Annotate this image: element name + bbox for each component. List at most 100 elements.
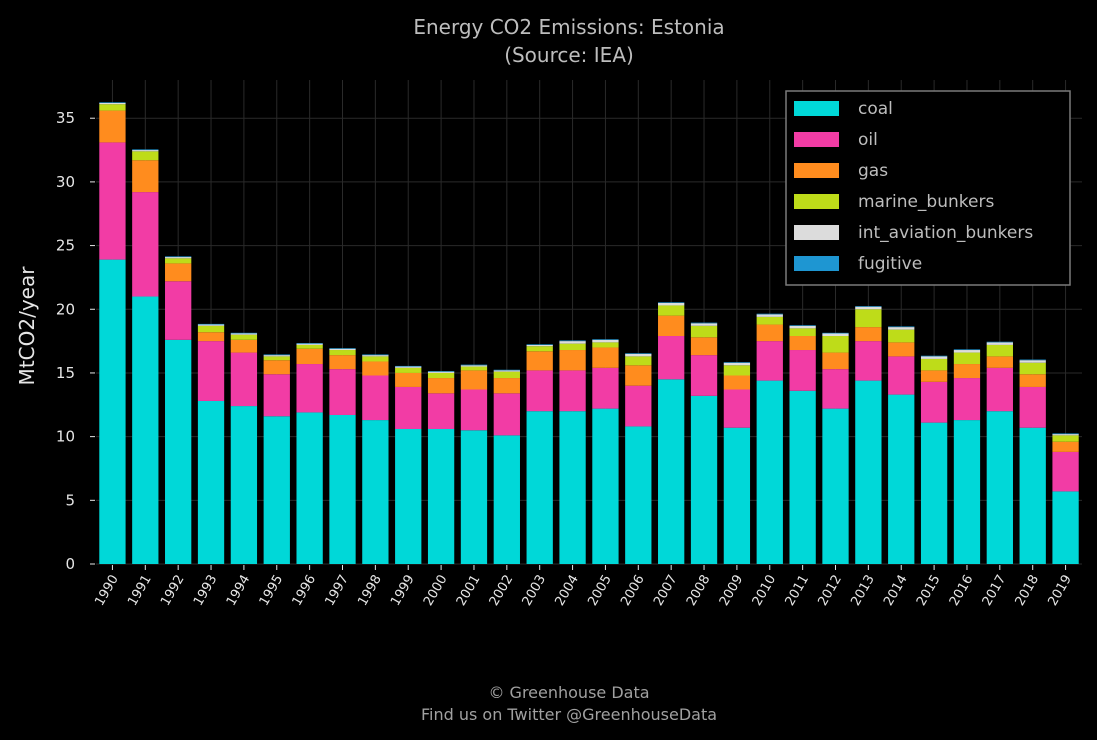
- bar-gas-2010: [756, 324, 783, 342]
- bar-int_aviation_bunkers-2009: [723, 362, 751, 366]
- bar-marine_bunkers-2012: [822, 336, 849, 353]
- y-tick-label: 15: [56, 364, 75, 382]
- bar-marine_bunkers-2018: [1019, 362, 1046, 375]
- bar-int_aviation_bunkers-2001: [460, 365, 488, 367]
- bar-oil-1990: [99, 142, 126, 260]
- y-tick-label: 10: [56, 428, 75, 446]
- bar-marine_bunkers-2015: [920, 358, 948, 371]
- bar-fugitive-2009: [723, 362, 751, 363]
- bar-marine_bunkers-1996: [296, 344, 323, 349]
- legend-label-coal: coal: [858, 99, 893, 119]
- bar-marine_bunkers-1997: [329, 350, 356, 356]
- bar-fugitive-2006: [625, 353, 652, 354]
- chart-title: Energy CO2 Emissions: Estonia: [413, 15, 724, 39]
- bar-int_aviation_bunkers-1997: [329, 348, 356, 351]
- bar-int_aviation_bunkers-2015: [920, 356, 948, 359]
- bar-int_aviation_bunkers-1995: [263, 355, 290, 357]
- bar-fugitive-2002: [493, 369, 520, 371]
- bar-oil-2010: [756, 341, 783, 381]
- legend-swatch-coal: [794, 101, 839, 116]
- footer-twitter: Find us on Twitter @GreenhouseData: [421, 705, 717, 724]
- bar-coal-2004: [559, 411, 586, 564]
- bar-oil-1997: [329, 369, 356, 415]
- bar-fugitive-1999: [395, 365, 422, 367]
- bar-fugitive-2008: [690, 322, 718, 324]
- bar-gas-2017: [986, 356, 1013, 368]
- bar-gas-1996: [296, 348, 323, 365]
- bar-coal-2012: [822, 408, 849, 564]
- bar-marine_bunkers-1991: [132, 151, 159, 161]
- bar-marine_bunkers-1998: [362, 356, 389, 362]
- bar-gas-2015: [920, 370, 948, 382]
- legend-swatch-fugitive: [794, 256, 839, 271]
- bar-marine_bunkers-1994: [230, 334, 258, 340]
- bar-oil-2000: [427, 393, 455, 429]
- bar-gas-1992: [165, 263, 192, 282]
- bar-int_aviation_bunkers-2019: [1052, 434, 1079, 436]
- bar-gas-2003: [526, 351, 553, 371]
- bar-marine_bunkers-1999: [395, 367, 422, 373]
- bar-coal-2001: [460, 430, 488, 564]
- bar-gas-1997: [329, 355, 356, 370]
- bar-oil-2013: [855, 341, 882, 381]
- footer-copyright: © Greenhouse Data: [488, 683, 649, 702]
- bar-fugitive-1996: [296, 343, 323, 344]
- bar-gas-2006: [625, 365, 652, 386]
- bar-int_aviation_bunkers-2008: [690, 323, 718, 326]
- bar-oil-1991: [132, 192, 159, 297]
- bar-marine_bunkers-2003: [526, 346, 553, 352]
- bar-coal-1993: [197, 400, 225, 564]
- bar-fugitive-2018: [1019, 359, 1046, 361]
- bar-int_aviation_bunkers-2017: [986, 342, 1013, 345]
- bar-coal-1992: [165, 339, 192, 564]
- bar-marine_bunkers-2000: [427, 372, 455, 379]
- bar-marine_bunkers-2004: [559, 343, 586, 351]
- bar-coal-2016: [953, 420, 981, 564]
- bar-marine_bunkers-2019: [1052, 435, 1079, 442]
- bar-gas-2014: [888, 342, 915, 357]
- bar-marine_bunkers-2002: [493, 371, 520, 379]
- legend-label-oil: oil: [858, 130, 878, 150]
- bar-fugitive-1992: [165, 256, 192, 258]
- bar-int_aviation_bunkers-2004: [559, 341, 586, 344]
- bar-int_aviation_bunkers-2018: [1019, 360, 1046, 363]
- bar-gas-2011: [789, 336, 816, 351]
- bar-coal-2008: [690, 395, 718, 564]
- bar-fugitive-1995: [263, 354, 290, 356]
- bar-coal-1994: [230, 406, 258, 564]
- bar-gas-2018: [1019, 374, 1046, 387]
- legend-label-fugitive: fugitive: [858, 254, 922, 274]
- bar-int_aviation_bunkers-2006: [625, 353, 652, 357]
- bar-oil-1996: [296, 364, 323, 413]
- bar-oil-1994: [230, 352, 258, 407]
- bar-marine_bunkers-1995: [263, 356, 290, 361]
- bar-fugitive-1994: [230, 332, 258, 334]
- bar-fugitive-2017: [986, 341, 1013, 343]
- bar-coal-1996: [296, 412, 323, 564]
- bar-gas-1999: [395, 372, 422, 387]
- bar-oil-2004: [559, 370, 586, 412]
- bar-fugitive-1997: [329, 348, 356, 349]
- bar-oil-2007: [658, 336, 685, 380]
- bar-fugitive-1998: [362, 354, 389, 356]
- bar-fugitive-2001: [460, 364, 488, 366]
- legend-swatch-oil: [794, 132, 839, 147]
- bar-fugitive-1990: [99, 102, 126, 103]
- bar-marine_bunkers-1990: [99, 104, 126, 111]
- legend-swatch-gas: [794, 163, 839, 178]
- bar-int_aviation_bunkers-2003: [526, 344, 553, 347]
- bar-coal-2002: [493, 435, 520, 564]
- bar-coal-2015: [920, 422, 948, 564]
- bar-oil-2016: [953, 378, 981, 421]
- bar-fugitive-2012: [822, 332, 849, 334]
- y-tick-label: 30: [56, 173, 75, 191]
- bar-gas-2008: [690, 337, 718, 356]
- bar-fugitive-2004: [559, 340, 586, 342]
- bar-int_aviation_bunkers-1991: [132, 150, 159, 152]
- bar-fugitive-1993: [197, 323, 225, 325]
- bar-int_aviation_bunkers-2016: [953, 350, 981, 353]
- bar-gas-2019: [1052, 441, 1079, 452]
- legend-label-gas: gas: [858, 161, 888, 181]
- bar-gas-1994: [230, 339, 258, 353]
